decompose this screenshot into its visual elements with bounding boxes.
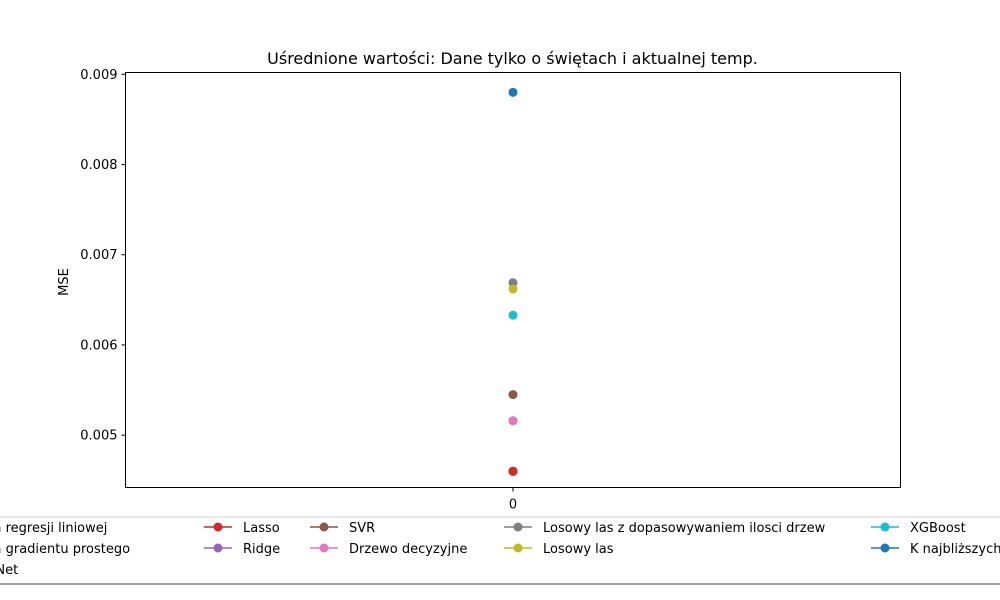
y-tick-label: 0.009 xyxy=(80,68,117,83)
legend-label: Drzewo decyzyjne xyxy=(349,542,467,557)
legend-marker xyxy=(880,522,890,532)
legend-label: Metoda regresji liniowej xyxy=(0,521,107,536)
legend-marker xyxy=(213,522,223,532)
data-point xyxy=(508,278,518,288)
y-tick-label: 0.008 xyxy=(80,158,117,173)
legend-label: K najbliższych sąsiadów xyxy=(910,542,1000,557)
legend-label: SVR xyxy=(349,521,375,536)
y-tick-label: 0.007 xyxy=(80,248,117,263)
y-tick-label: 0.006 xyxy=(80,338,117,353)
data-point xyxy=(508,466,518,476)
data-markers xyxy=(508,87,518,476)
y-axis-label: MSE xyxy=(57,268,72,296)
x-tick-label: 0 xyxy=(509,498,517,513)
legend-label: Ridge xyxy=(243,542,280,557)
legend-label: Losowy las z dopasowywaniem ilosci drzew xyxy=(543,521,826,536)
legend-label: Lasso xyxy=(243,521,280,536)
legend-label: Metoda gradientu prostego xyxy=(0,542,130,557)
y-axis-ticks: 0.005 0.006 0.007 0.008 0.009 xyxy=(80,68,126,444)
data-point xyxy=(508,416,518,426)
x-axis-ticks: 0 xyxy=(509,487,517,513)
legend-marker xyxy=(319,522,329,532)
chart-title: Uśrednione wartości: Dane tylko o święta… xyxy=(267,49,758,68)
y-tick-label: 0.005 xyxy=(80,429,117,444)
legend-marker xyxy=(880,543,890,553)
data-point xyxy=(508,390,518,400)
legend-label: Losowy las xyxy=(543,542,614,557)
legend-marker xyxy=(213,543,223,553)
legend-marker xyxy=(513,543,523,553)
legend-label: XGBoost xyxy=(910,521,966,536)
legend: Metoda regresji liniowej Metoda gradientu… xyxy=(0,516,1000,585)
data-point xyxy=(508,87,518,97)
legend-marker xyxy=(513,522,523,532)
legend-marker xyxy=(319,543,329,553)
legend-label: ElasticNet xyxy=(0,563,18,578)
plot-area-frame xyxy=(125,72,901,488)
data-point xyxy=(508,284,518,294)
data-point xyxy=(508,310,518,320)
